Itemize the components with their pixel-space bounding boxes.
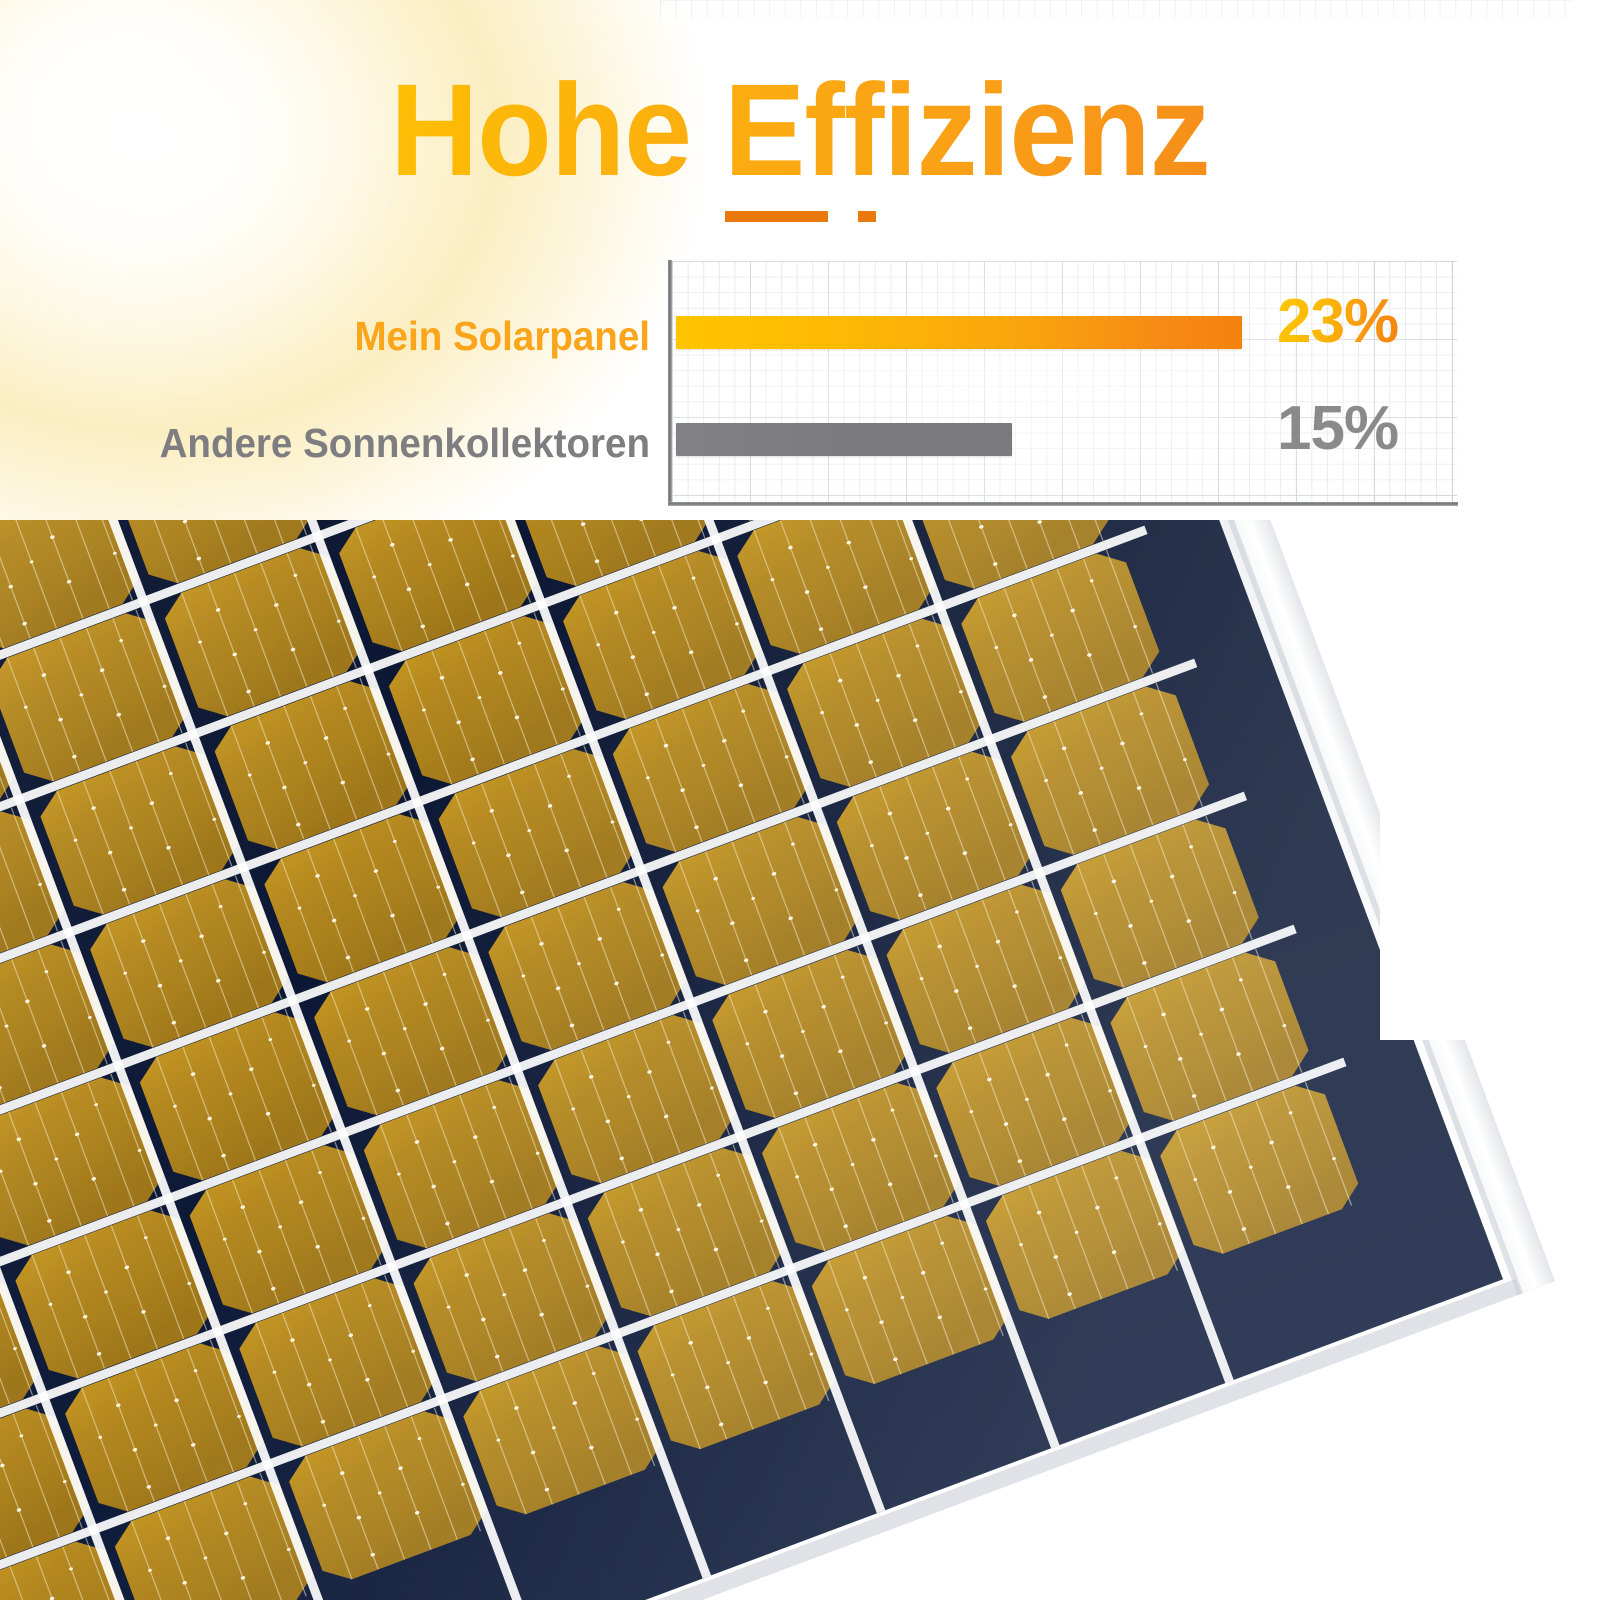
chart-y-axis bbox=[668, 260, 672, 506]
chart-x-axis bbox=[668, 502, 1458, 506]
chart-category-label-primary: Mein Solarpanel bbox=[354, 313, 650, 359]
chart-category-label-secondary: Andere Sonnenkollektoren bbox=[159, 420, 650, 466]
chart-value-primary: 23% bbox=[1277, 287, 1399, 356]
chart-bar-secondary bbox=[676, 423, 1012, 456]
divider-dash-long bbox=[725, 211, 828, 222]
chart-bar-primary bbox=[676, 316, 1242, 349]
divider-dash-short bbox=[858, 211, 876, 222]
solar-panel-photo bbox=[0, 520, 1600, 1600]
page-title: Hohe Effizienz bbox=[56, 64, 1544, 195]
chart-grid-top-cutoff bbox=[660, 0, 1572, 23]
efficiency-bar-chart: Mein Solarpanel 23% Andere Sonnenkollekt… bbox=[0, 250, 1600, 525]
title-divider bbox=[725, 211, 876, 222]
background-highlight bbox=[0, 0, 760, 620]
chart-value-secondary: 15% bbox=[1277, 394, 1399, 463]
